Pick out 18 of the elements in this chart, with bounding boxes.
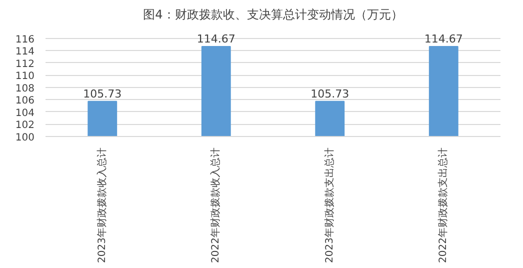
x-tick-label: 2022年财政拨款支出总计 [437, 147, 450, 263]
data-label: 105.73 [83, 87, 122, 100]
chart-title: 图4：财政拨款收、支决算总计变动情况（万元） [143, 8, 403, 22]
y-tick-label: 116 [15, 34, 35, 46]
y-tick-label: 106 [15, 96, 35, 107]
y-tick-label: 108 [15, 83, 35, 94]
x-tick-label: 2023年财政拨款收入总计 [96, 147, 108, 263]
x-tick-label: 2023年财政拨款支出总计 [323, 147, 336, 263]
y-tick-label: 100 [15, 132, 35, 144]
y-tick-label: 110 [15, 71, 35, 82]
y-tick-label: 102 [15, 120, 35, 132]
y-tick-label: 114 [15, 46, 35, 58]
data-label: 114.67 [424, 32, 463, 46]
y-tick-label: 112 [15, 58, 35, 70]
y-tick-label: 104 [15, 108, 35, 119]
x-tick-label: 2022年财政拨款收入总计 [210, 147, 222, 263]
data-label: 105.73 [310, 87, 350, 100]
data-label: 114.67 [196, 32, 236, 46]
